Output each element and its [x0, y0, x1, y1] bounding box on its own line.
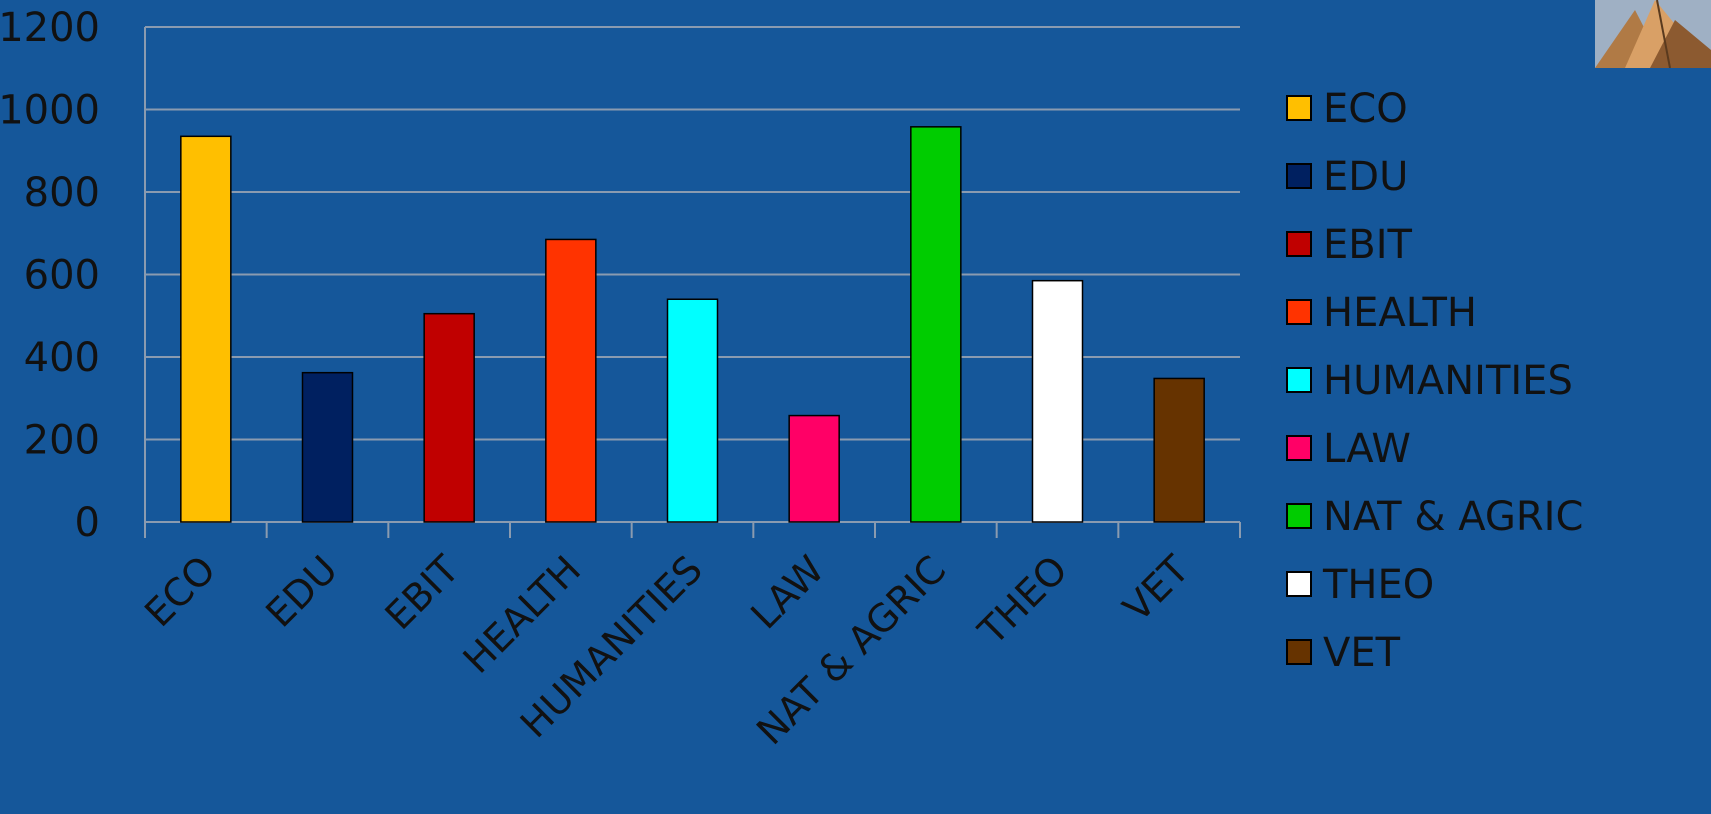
legend-label: HEALTH: [1323, 290, 1477, 336]
legend-swatch: [1286, 639, 1312, 665]
x-tick-label: VET: [1115, 547, 1198, 630]
y-tick-label: 800: [24, 170, 100, 216]
legend-swatch: [1286, 231, 1312, 257]
legend-label: NAT & AGRIC: [1323, 494, 1583, 540]
bar-edu: [301, 371, 354, 523]
legend-label: LAW: [1323, 426, 1411, 472]
bar-vet: [1153, 377, 1205, 523]
x-tick-label: THEO: [969, 547, 1076, 654]
y-tick-labels: 0 200 400 600 800 1000 1200: [0, 5, 100, 546]
legend: ECO EDU EBIT HEALTH HUMANITIES LAW NAT & AGRIC…: [1286, 86, 1583, 676]
legend-label: EDU: [1323, 154, 1408, 200]
y-tick-label: 1200: [0, 5, 100, 51]
x-tick-label: LAW: [742, 547, 832, 637]
legend-label: EBIT: [1323, 222, 1413, 268]
corner-thumbnail-image: [1595, 0, 1711, 68]
legend-label: VET: [1323, 630, 1401, 676]
x-tick-label: ECO: [136, 547, 224, 635]
legend-swatch: [1286, 95, 1312, 121]
legend-swatch: [1286, 435, 1312, 461]
y-tick-label: 1000: [0, 88, 100, 134]
x-tick-label: EBIT: [377, 547, 468, 638]
bar-ebit: [423, 312, 475, 523]
x-tick-label: EDU: [257, 547, 345, 635]
legend-swatch: [1286, 367, 1312, 393]
bar-eco: [180, 135, 232, 523]
legend-swatch: [1286, 503, 1312, 529]
legend-swatch: [1286, 299, 1312, 325]
bar-nat-agric: [910, 126, 962, 523]
bar-law: [788, 414, 840, 523]
bars: [180, 126, 1205, 523]
legend-label: HUMANITIES: [1323, 358, 1573, 404]
legend-label: ECO: [1323, 86, 1408, 132]
y-tick-label: 0: [75, 500, 100, 546]
bar-humanities: [666, 298, 719, 523]
bar-theo: [1031, 279, 1084, 523]
bar-health: [545, 238, 597, 523]
legend-swatch: [1286, 571, 1312, 597]
legend-label: THEO: [1322, 562, 1434, 608]
y-tick-label: 200: [24, 418, 100, 464]
y-tick-label: 400: [24, 335, 100, 381]
y-tick-label: 600: [24, 253, 100, 299]
legend-swatch: [1286, 163, 1312, 189]
